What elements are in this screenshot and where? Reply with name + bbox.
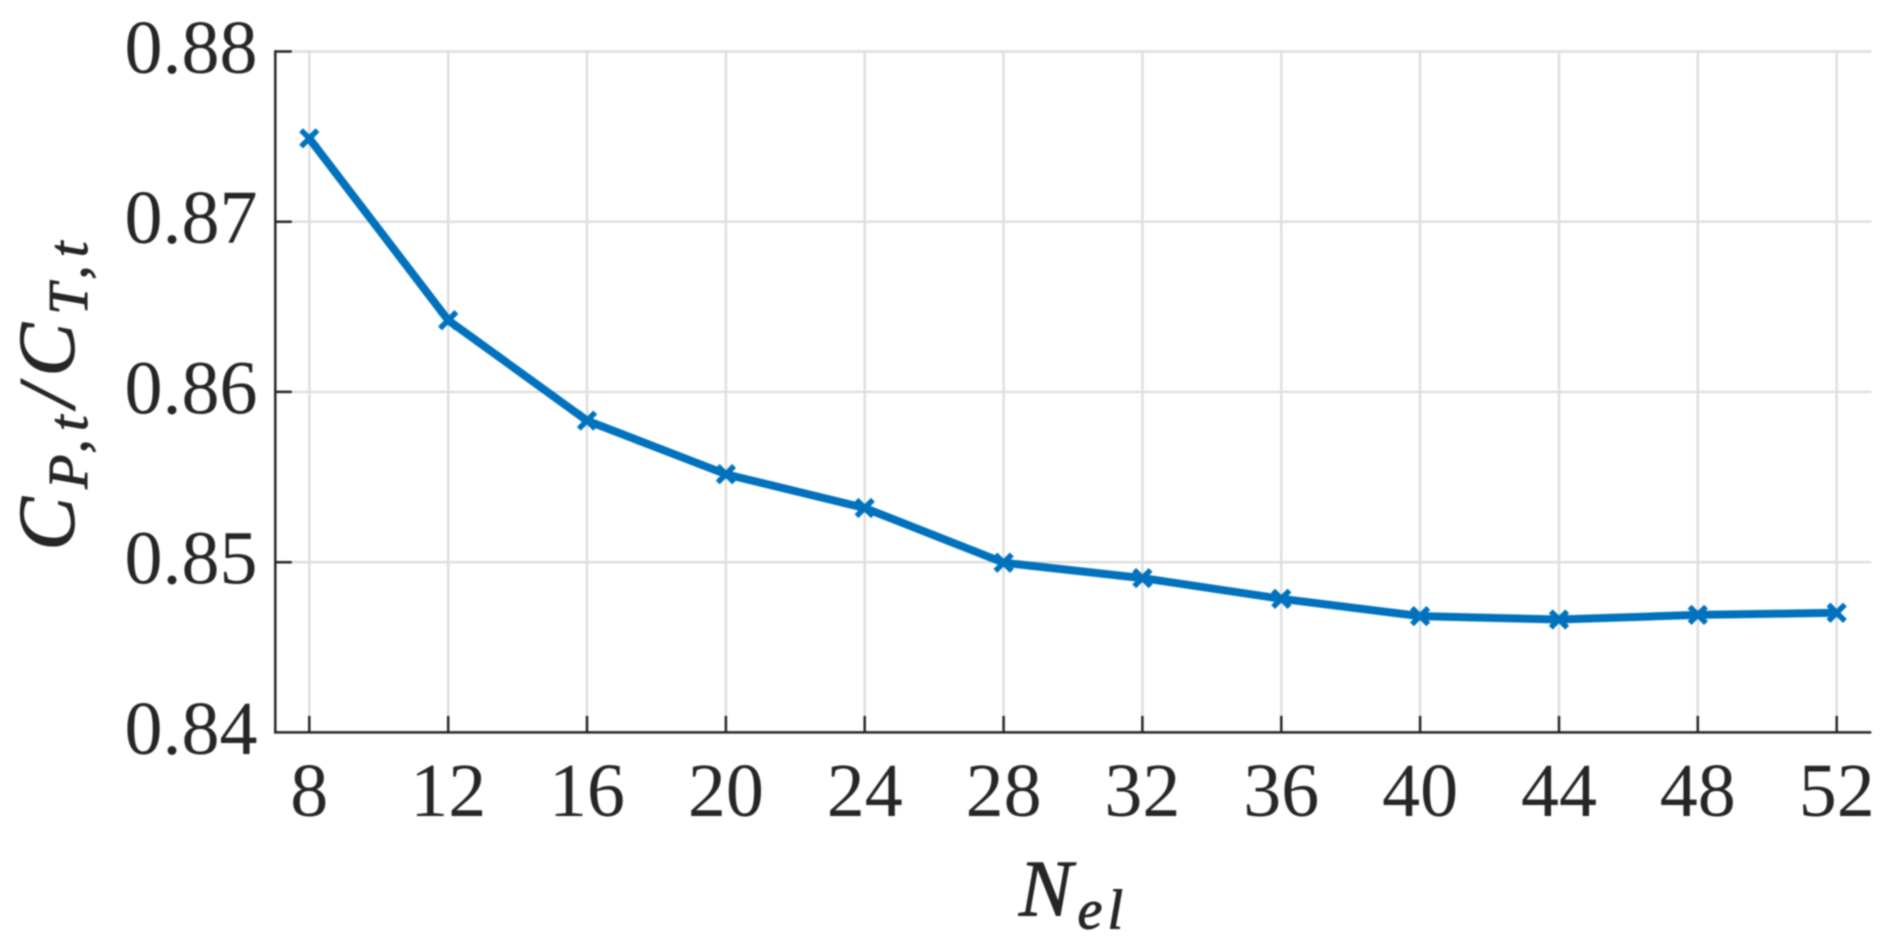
svg-text:0.88: 0.88 <box>125 6 258 90</box>
svg-text:16: 16 <box>549 749 625 833</box>
svg-text:36: 36 <box>1243 749 1319 833</box>
svg-text:8: 8 <box>290 749 328 833</box>
svg-text:12: 12 <box>410 749 486 833</box>
svg-text:44: 44 <box>1521 749 1597 833</box>
svg-text:0.84: 0.84 <box>125 687 258 771</box>
svg-text:0.86: 0.86 <box>125 346 258 430</box>
svg-text:0.85: 0.85 <box>125 517 258 601</box>
svg-text:0.87: 0.87 <box>125 176 258 260</box>
svg-text:32: 32 <box>1104 749 1180 833</box>
svg-text:52: 52 <box>1799 749 1875 833</box>
svg-text:40: 40 <box>1382 749 1458 833</box>
svg-text:48: 48 <box>1660 749 1736 833</box>
svg-text:28: 28 <box>966 749 1042 833</box>
svg-text:20: 20 <box>688 749 764 833</box>
svg-text:24: 24 <box>827 749 903 833</box>
